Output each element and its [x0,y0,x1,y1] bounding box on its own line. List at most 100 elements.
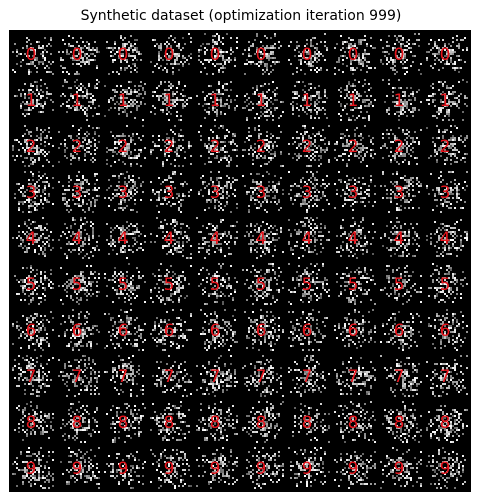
digit-label: 3 [118,183,129,203]
digit-label: 7 [256,367,267,387]
digit-label: 6 [118,321,129,341]
digit-label: 3 [210,183,221,203]
digit-label: 2 [164,137,175,157]
digit-label: 1 [72,91,83,111]
synthetic-sample-cell [380,33,422,75]
synthetic-sample-cell [14,401,54,441]
digit-label: 4 [72,229,83,249]
synthetic-sample-cell [150,263,192,305]
synthetic-sample-cell [288,309,328,351]
synthetic-sample-cell [58,265,100,305]
synthetic-sample-cell [426,405,468,443]
digit-label: 9 [256,459,267,479]
synthetic-sample-cell [198,33,238,75]
synthetic-sample-cell [338,79,376,121]
digit-label: 4 [210,229,221,249]
synthetic-sample-cell [152,355,192,397]
synthetic-sample-cell [380,217,420,257]
digit-label: 8 [394,413,405,433]
digit-label: 4 [26,229,37,249]
synthetic-sample-cell [58,309,100,351]
digit-label: 2 [394,137,405,157]
digit-label: 6 [302,321,313,341]
synthetic-sample-cell [104,355,144,397]
digit-label: 5 [26,275,37,295]
digit-label: 6 [164,321,175,341]
synthetic-sample-cell [288,171,330,213]
synthetic-sample-cell [242,125,284,167]
synthetic-sample-cell [242,355,284,397]
digit-label: 0 [348,45,359,65]
synthetic-sample-cell [288,217,330,259]
digit-label: 8 [348,413,359,433]
digit-label: 2 [256,137,267,157]
digit-label: 9 [394,459,405,479]
synthetic-sample-cell [380,265,422,305]
digit-label: 3 [256,183,267,203]
digit-label: 7 [394,367,405,387]
digit-label: 7 [348,367,359,387]
digit-label: 3 [302,183,313,203]
digit-label: 7 [118,367,129,387]
digit-label: 0 [72,45,83,65]
digit-label: 1 [164,91,175,111]
synthetic-sample-cell [150,217,192,259]
synthetic-sample-cell [242,171,284,213]
synthetic-sample-cell [244,309,284,351]
digit-label: 2 [118,137,129,157]
digit-label: 4 [256,229,267,249]
synthetic-sample-cell [426,125,468,165]
synthetic-sample-cell [200,309,238,351]
digit-label: 9 [210,459,221,479]
synthetic-sample-cell [150,171,192,213]
synthetic-sample-cell [150,449,192,489]
digit-label: 1 [394,91,405,111]
digit-label: 4 [440,229,451,249]
digit-label: 5 [348,275,359,295]
digit-label: 3 [440,183,451,203]
synthetic-sample-cell [426,447,466,489]
synthetic-sample-cell [382,79,422,121]
synthetic-sample-cell [336,217,376,259]
digit-label: 3 [72,183,83,203]
digit-label: 0 [210,45,221,65]
digit-label: 4 [118,229,129,249]
synthetic-sample-cell [14,171,54,213]
synthetic-sample-cell [334,125,376,167]
synthetic-sample-cell [12,311,54,351]
synthetic-sample-cell [104,309,146,351]
synthetic-sample-cell [242,263,284,305]
digit-label: 3 [348,183,359,203]
digit-label: 2 [302,137,313,157]
digit-label: 5 [302,275,313,295]
synthetic-sample-cell [426,79,468,121]
synthetic-sample-cell [150,33,192,75]
synthetic-sample-cell [334,35,376,75]
synthetic-sample-cell [58,217,100,259]
digit-label: 9 [164,459,175,479]
digit-label: 5 [440,275,451,295]
digit-label: 2 [210,137,221,157]
digit-label: 6 [210,321,221,341]
digit-label: 2 [440,137,451,157]
synthetic-sample-cell [198,263,238,305]
synthetic-sample-cell [426,219,468,257]
digit-label: 9 [118,459,129,479]
synthetic-sample-cell [288,263,330,305]
digit-label: 2 [348,137,359,157]
synthetic-sample-cell [150,125,192,167]
digit-label: 1 [440,91,451,111]
digit-label: 3 [26,183,37,203]
synthetic-sample-cell [288,447,330,487]
synthetic-sample-cell [288,355,330,397]
digit-label: 8 [26,413,37,433]
synthetic-sample-cell [150,401,190,441]
synthetic-sample-cell [12,37,54,75]
digit-label: 1 [210,91,221,111]
digit-label: 3 [164,183,175,203]
synthetic-sample-cell [288,125,330,167]
digit-label: 5 [164,275,175,295]
digit-label: 8 [164,413,175,433]
digit-label: 0 [302,45,313,65]
synthetic-sample-cell [12,355,54,397]
